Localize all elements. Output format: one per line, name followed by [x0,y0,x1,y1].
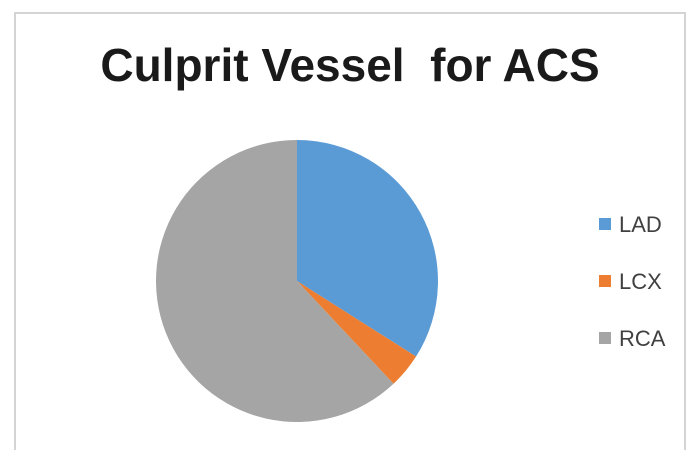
legend-swatch-rca [599,332,611,344]
legend-item-lad: LAD [599,212,662,237]
legend-label-lcx: LCX [619,269,662,294]
legend: LAD LCX RCA [599,212,666,351]
legend-label-rca: RCA [619,326,666,351]
legend-item-lcx: LCX [599,269,662,294]
pie-slices [156,140,438,422]
legend-label-lad: LAD [619,212,662,237]
legend-swatch-lad [599,218,611,230]
legend-item-rca: RCA [599,326,666,351]
legend-swatch-lcx [599,275,611,287]
